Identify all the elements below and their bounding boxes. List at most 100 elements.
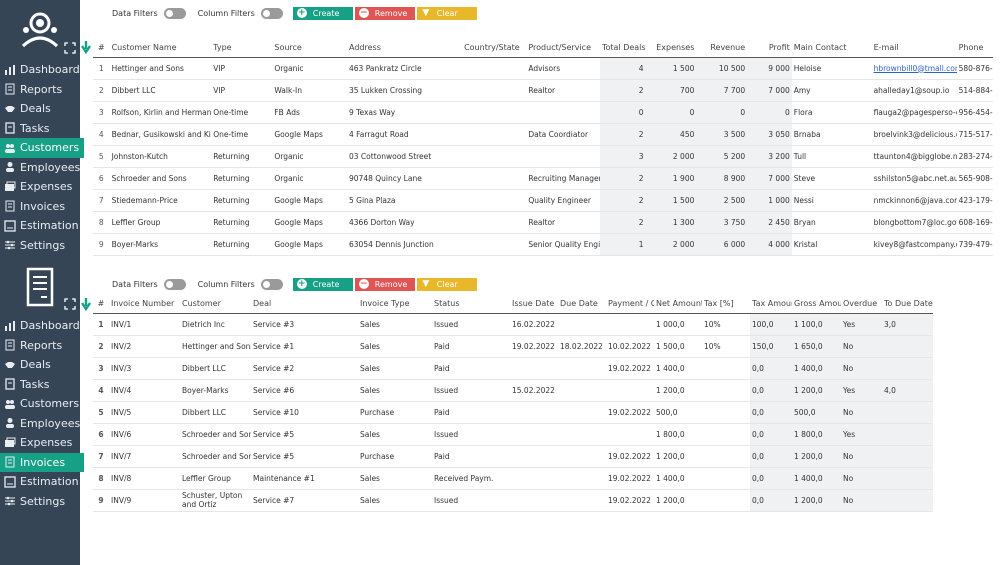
table-row[interactable]: 1 Hettinger and Sons VIP Organic 463 Pankrat… bbox=[93, 57, 993, 80]
sidebar-item-employees[interactable]: Employees bbox=[0, 158, 84, 178]
table-cell[interactable] bbox=[462, 123, 527, 146]
table-cell[interactable]: 1 bbox=[93, 313, 109, 336]
column-header[interactable]: Deal bbox=[251, 294, 358, 314]
table-cell[interactable]: No bbox=[841, 401, 882, 424]
table-cell[interactable]: 956-454-0 bbox=[956, 101, 993, 124]
table-cell[interactable] bbox=[526, 145, 600, 168]
table-cell[interactable]: 15.02.2022 bbox=[510, 379, 558, 402]
column-header[interactable]: Phone bbox=[956, 38, 993, 58]
table-cell[interactable]: Johnston-Kutch bbox=[109, 145, 212, 168]
sidebar-item-deals[interactable]: Deals bbox=[0, 355, 84, 375]
table-row[interactable]: 8 INV/8 Leffler Group Maintenance #1 Sales Re… bbox=[93, 467, 933, 490]
table-cell[interactable]: 150,0 bbox=[750, 335, 792, 358]
table-cell[interactable]: nmckinnon6@java.com bbox=[871, 189, 957, 212]
table-cell[interactable]: Sales bbox=[358, 335, 432, 358]
table-cell[interactable] bbox=[606, 313, 654, 336]
sidebar-item-expenses[interactable]: Expenses bbox=[0, 177, 84, 197]
table-row[interactable]: 3 Rolfson, Kirlin and Hermann One-time FB A… bbox=[93, 101, 993, 124]
table-cell[interactable]: One-time bbox=[211, 101, 273, 124]
table-cell[interactable]: INV/8 bbox=[109, 467, 180, 490]
table-cell[interactable]: INV/4 bbox=[109, 379, 180, 402]
table-cell[interactable]: 500,0 bbox=[792, 401, 841, 424]
column-filters-toggle[interactable] bbox=[260, 7, 283, 19]
table-cell[interactable]: Sales bbox=[358, 379, 432, 402]
column-header[interactable]: Tax Amount bbox=[750, 294, 792, 314]
column-header[interactable]: Type bbox=[211, 38, 273, 58]
table-cell[interactable] bbox=[558, 313, 606, 336]
table-cell[interactable]: hbrownbill0@tmall.com bbox=[871, 57, 957, 80]
sidebar-item-invoices[interactable]: Invoices bbox=[0, 197, 84, 217]
table-cell[interactable]: 0 bbox=[599, 101, 646, 124]
table-row[interactable]: 7 Stiedemann-Price Returning Google Maps 5 G… bbox=[93, 189, 993, 212]
table-cell[interactable]: 1 000 bbox=[747, 189, 792, 212]
table-cell[interactable]: 1 800,0 bbox=[654, 423, 702, 446]
table-cell[interactable]: 1 bbox=[599, 233, 646, 256]
column-header[interactable]: Status bbox=[432, 294, 510, 314]
column-header[interactable]: Gross Amount bbox=[792, 294, 841, 314]
clear-button[interactable]: ▼ Clear bbox=[416, 277, 477, 291]
sidebar-item-dashboard[interactable]: Dashboard bbox=[0, 60, 84, 80]
table-cell[interactable]: 715-517-7 bbox=[956, 123, 993, 146]
table-cell[interactable] bbox=[510, 467, 558, 490]
expand-icon[interactable] bbox=[64, 42, 76, 54]
table-cell[interactable]: Issued bbox=[432, 423, 510, 446]
table-cell[interactable] bbox=[702, 489, 750, 512]
table-cell[interactable]: 1 400,0 bbox=[654, 467, 702, 490]
table-cell[interactable] bbox=[882, 401, 933, 424]
table-cell[interactable]: Organic bbox=[272, 57, 347, 80]
table-cell[interactable]: Sales bbox=[358, 423, 432, 446]
table-cell[interactable]: 9 bbox=[93, 489, 109, 512]
table-cell[interactable]: Sales bbox=[358, 489, 432, 512]
table-row[interactable]: 4 Bednar, Gusikowski and Kihn One-time Goog… bbox=[93, 123, 993, 146]
table-cell[interactable]: 3 750 bbox=[696, 211, 748, 234]
table-cell[interactable]: Paid bbox=[432, 445, 510, 468]
sidebar-item-customers[interactable]: Customers bbox=[0, 138, 84, 158]
table-row[interactable]: 6 Schroeder and Sons Returning Organic 90748… bbox=[93, 167, 993, 190]
table-cell[interactable]: Service #6 bbox=[251, 379, 358, 402]
table-cell[interactable]: Quality Engineer bbox=[526, 189, 600, 212]
table-cell[interactable]: Issued bbox=[432, 489, 510, 512]
table-cell[interactable]: Sales bbox=[358, 313, 432, 336]
table-cell[interactable]: 0,0 bbox=[750, 467, 792, 490]
table-row[interactable]: 5 Johnston-Kutch Returning Organic 03 Cotton… bbox=[93, 145, 993, 168]
column-header[interactable]: Total Deals bbox=[599, 38, 646, 58]
table-cell[interactable]: 19.02.2022 bbox=[606, 489, 654, 512]
table-cell[interactable]: Senior Quality Engine bbox=[526, 233, 600, 256]
table-cell[interactable]: 0 bbox=[696, 101, 748, 124]
table-cell[interactable]: One-time bbox=[211, 123, 273, 146]
table-cell[interactable]: 1 200,0 bbox=[792, 489, 841, 512]
table-row[interactable]: 6 INV/6 Schroeder and Sons Service #5 Sales I… bbox=[93, 423, 933, 446]
table-cell[interactable]: Yes bbox=[841, 423, 882, 446]
table-cell[interactable]: 5 bbox=[93, 145, 110, 168]
table-cell[interactable]: 700 bbox=[645, 79, 697, 102]
table-cell[interactable]: 1 500 bbox=[645, 57, 697, 80]
table-cell[interactable]: Google Maps bbox=[272, 189, 347, 212]
table-cell[interactable]: Dibbert LLC bbox=[180, 401, 251, 424]
table-cell[interactable]: 19.02.2022 bbox=[606, 467, 654, 490]
table-cell[interactable]: 3,0 bbox=[882, 313, 933, 336]
table-cell[interactable]: Google Maps bbox=[272, 211, 347, 234]
table-cell[interactable]: No bbox=[841, 467, 882, 490]
table-row[interactable]: 2 Dibbert LLC VIP Walk-In 35 Lukken Crossing… bbox=[93, 79, 993, 102]
table-cell[interactable]: ttaunton4@bigglobe.ne.jp bbox=[871, 145, 957, 168]
table-cell[interactable]: 1 800,0 bbox=[792, 423, 841, 446]
table-cell[interactable]: 1 400,0 bbox=[792, 357, 841, 380]
table-row[interactable]: 7 INV/7 Schroeder and Sons Service #5 Purcha… bbox=[93, 445, 933, 468]
table-cell[interactable]: 5 bbox=[93, 401, 109, 424]
table-cell[interactable] bbox=[462, 233, 527, 256]
sidebar-item-invoices[interactable]: Invoices bbox=[0, 452, 84, 472]
table-cell[interactable]: Service #1 bbox=[251, 335, 358, 358]
table-cell[interactable]: INV/6 bbox=[109, 423, 180, 446]
table-cell[interactable] bbox=[882, 335, 933, 358]
table-cell[interactable]: 03 Cottonwood Street bbox=[347, 145, 463, 168]
table-cell[interactable]: 1 200,0 bbox=[792, 445, 841, 468]
table-cell[interactable] bbox=[882, 445, 933, 468]
table-cell[interactable] bbox=[462, 57, 527, 80]
table-cell[interactable]: Yes bbox=[841, 379, 882, 402]
table-cell[interactable]: Boyer-Marks bbox=[109, 233, 212, 256]
table-cell[interactable]: 2 450 bbox=[747, 211, 792, 234]
table-cell[interactable] bbox=[882, 423, 933, 446]
table-cell[interactable]: Advisors bbox=[526, 57, 600, 80]
column-header[interactable]: Revenue bbox=[696, 38, 748, 58]
table-cell[interactable]: 1 500 bbox=[645, 189, 697, 212]
